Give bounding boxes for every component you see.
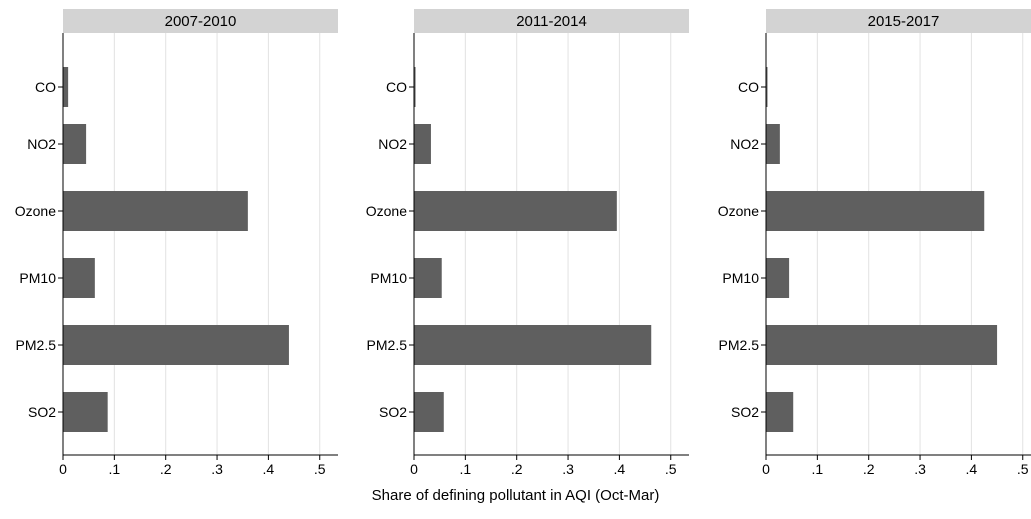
bar-CO: [63, 67, 69, 107]
category-label-PM10: PM10: [722, 270, 759, 286]
panel-title: 2015-2017: [868, 13, 940, 30]
x-tick-label: .3: [562, 461, 574, 477]
category-label-SO2: SO2: [28, 404, 56, 420]
category-label-SO2: SO2: [379, 404, 407, 420]
panel-2011-2014: 2011-2014 CO NO2 Ozone PM10 PM2.5 SO2 0 .1 .2 .3 .4…: [366, 9, 689, 477]
category-label-NO2: NO2: [378, 136, 407, 152]
category-label-PM10: PM10: [19, 270, 56, 286]
x-tick-label: .3: [914, 461, 926, 477]
category-label-SO2: SO2: [731, 404, 759, 420]
panel-title-strip: [63, 9, 338, 33]
bar-NO2: [414, 124, 431, 164]
x-tick-label: .2: [863, 461, 875, 477]
x-tick-label: .5: [314, 461, 326, 477]
category-label-Ozone: Ozone: [718, 203, 759, 219]
category-label-PM2.5: PM2.5: [16, 337, 57, 353]
panel-title: 2011-2014: [516, 13, 587, 30]
category-label-CO: CO: [386, 79, 407, 95]
bar-NO2: [766, 124, 780, 164]
bar-PM10: [63, 258, 95, 298]
panel-title-strip: [414, 9, 689, 33]
x-tick-label: .1: [812, 461, 824, 477]
x-tick-label: .4: [966, 461, 978, 477]
bar-CO: [766, 67, 768, 107]
x-tick-label: .3: [211, 461, 223, 477]
bar-SO2: [414, 392, 444, 432]
x-tick-label: .1: [109, 461, 121, 477]
category-label-Ozone: Ozone: [366, 203, 407, 219]
bar-NO2: [63, 124, 87, 164]
category-label-PM10: PM10: [370, 270, 407, 286]
panel-2015-2017: 2015-2017 CO NO2 Ozone PM10 PM2.5 SO2 0 .1 .2 .3 .4…: [718, 9, 1031, 477]
bar-Ozone: [414, 191, 617, 231]
bar-CO: [414, 67, 416, 107]
bar-PM10: [766, 258, 790, 298]
bar-Ozone: [63, 191, 248, 231]
bar-Ozone: [766, 191, 985, 231]
x-tick-label: 0: [410, 461, 418, 477]
x-tick-label: .1: [460, 461, 472, 477]
bar-PM10: [414, 258, 442, 298]
x-axis-title: Share of defining pollutant in AQI (Oct-…: [371, 487, 660, 504]
category-label-CO: CO: [35, 79, 56, 95]
category-label-NO2: NO2: [730, 136, 759, 152]
category-label-PM2.5: PM2.5: [367, 337, 408, 353]
x-tick-label: .5: [665, 461, 677, 477]
bar-PM2.5: [63, 325, 289, 365]
bar-SO2: [766, 392, 794, 432]
x-tick-label: .4: [614, 461, 626, 477]
x-tick-label: .2: [511, 461, 523, 477]
x-tick-label: .2: [160, 461, 172, 477]
panel-2007-2010: 2007-2010 CO NO2 Ozone PM10 PM2.5 SO2 0 .1 .2 .3 .4…: [15, 9, 338, 477]
bar-PM2.5: [766, 325, 998, 365]
x-tick-label: .4: [263, 461, 275, 477]
panel-title: 2007-2010: [165, 13, 237, 30]
bar-SO2: [63, 392, 108, 432]
bar-PM2.5: [414, 325, 652, 365]
panel-title-strip: [766, 9, 1031, 33]
category-label-NO2: NO2: [27, 136, 56, 152]
x-tick-label: 0: [59, 461, 67, 477]
category-label-Ozone: Ozone: [15, 203, 56, 219]
category-label-PM2.5: PM2.5: [719, 337, 760, 353]
category-label-CO: CO: [738, 79, 759, 95]
x-tick-label: 0: [762, 461, 770, 477]
x-tick-label: .5: [1017, 461, 1029, 477]
